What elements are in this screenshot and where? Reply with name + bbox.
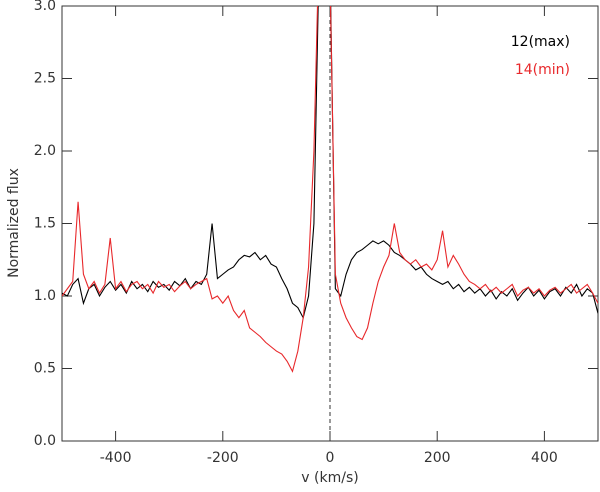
legend-entry: 14(min) [515,62,570,78]
y-tick-label: 1.5 [34,216,56,232]
series-line [62,6,598,373]
y-tick-label: 0.0 [34,433,56,449]
x-tick-label: 0 [326,450,335,466]
y-tick-label: 1.0 [34,288,56,304]
y-tick-label: 3.0 [34,0,56,14]
y-tick-label: 0.5 [34,361,56,377]
series-line [62,6,598,320]
legend-entry: 12(max) [511,34,570,50]
x-tick-label: 400 [531,450,558,466]
y-tick-label: 2.0 [34,143,56,159]
x-axis-label: v (km/s) [301,470,358,486]
y-axis-label: Normalized flux [6,168,22,278]
x-tick-label: -200 [207,450,239,466]
y-tick-label: 2.5 [34,71,56,87]
plot-area [62,6,598,441]
x-tick-label: -400 [100,450,132,466]
x-tick-label: 200 [424,450,451,466]
